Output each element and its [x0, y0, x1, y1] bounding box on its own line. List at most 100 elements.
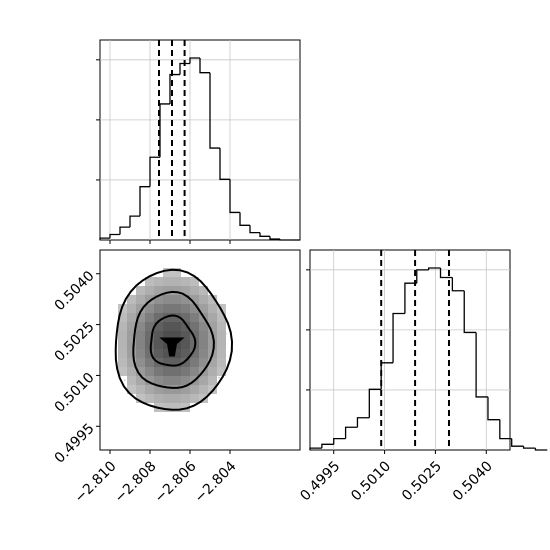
- top-hist-bin-15: [249, 225, 260, 234]
- density-cell: [208, 376, 217, 385]
- right-hist-bin-14: [475, 332, 488, 398]
- density-cell: [136, 376, 145, 385]
- density-ytick-label-1: 0.5010: [52, 370, 98, 416]
- density-cell: [154, 304, 163, 313]
- top-hist-bin-9: [189, 57, 200, 64]
- density-ytick-label-0: 0.4995: [52, 421, 98, 467]
- density-cell: [217, 358, 226, 367]
- density-cell: [145, 313, 154, 322]
- density-xtick-label-1: −2.808: [112, 458, 160, 506]
- density-cell: [190, 304, 199, 313]
- density-cell: [127, 367, 136, 376]
- density-cell: [145, 286, 154, 295]
- density-cell: [145, 385, 154, 394]
- density-cell: [199, 295, 208, 304]
- density-cell: [127, 322, 136, 331]
- density-cell: [163, 403, 172, 412]
- right-hist-bin-10: [427, 267, 441, 270]
- density-cell: [181, 376, 190, 385]
- density-cell: [190, 331, 199, 340]
- density-cell: [118, 349, 127, 358]
- density-cell: [136, 313, 145, 322]
- top-hist-bin-11: [209, 72, 220, 149]
- density-xtick-label-3: −2.804: [192, 458, 240, 506]
- density-cell: [172, 403, 181, 412]
- top-histogram-panel: [96, 39, 301, 244]
- density-cell: [163, 349, 172, 358]
- density-cell: [163, 277, 172, 286]
- density-cell: [217, 349, 226, 358]
- density-cell: [127, 358, 136, 367]
- density-cell: [154, 367, 163, 376]
- top-hist-bin-10: [199, 58, 210, 74]
- density-cell: [154, 286, 163, 295]
- top-hist-bin-14: [239, 212, 250, 226]
- density-cell: [181, 394, 190, 403]
- right-hist-xtick-label-2: 0.5025: [399, 458, 445, 504]
- density-cell: [118, 313, 127, 322]
- top-hist-bin-3: [129, 215, 140, 228]
- density-cell: [145, 376, 154, 385]
- density-cell: [199, 286, 208, 295]
- right-hist-bin-1: [321, 443, 334, 449]
- right-hist-bin-5: [368, 388, 382, 418]
- right-hist-frame: [309, 249, 511, 451]
- density-cell: [127, 376, 136, 385]
- density-cell: [190, 385, 199, 394]
- right-hist-bin-2: [333, 437, 346, 445]
- density-cell: [145, 367, 154, 376]
- density-cell: [145, 394, 154, 403]
- density-cell: [181, 322, 190, 331]
- density-cell: [172, 367, 181, 376]
- top-hist-bin-18: [279, 239, 290, 241]
- density-cell: [190, 358, 199, 367]
- right-hist-bin-7: [392, 312, 405, 363]
- density-cell: [181, 277, 190, 286]
- density-cell: [172, 385, 181, 394]
- density-cell: [208, 367, 217, 376]
- top-hist-bin-13: [229, 179, 240, 214]
- right-hist-quantiles: [380, 250, 450, 450]
- right-hist-bin-15: [487, 396, 500, 421]
- contour-middle: [132, 290, 215, 389]
- density-cell: [127, 385, 136, 394]
- top-hist-bin-2: [119, 226, 130, 235]
- density-cell: [172, 331, 181, 340]
- density-cell: [172, 277, 181, 286]
- contour-core: [159, 337, 185, 357]
- right-hist-xtick-label-3: 0.5040: [450, 458, 496, 504]
- top-hist-bin-16: [259, 232, 270, 237]
- density-cell: [154, 349, 163, 358]
- density-cell: [163, 376, 172, 385]
- top-hist-steps: [99, 57, 300, 241]
- density-cell: [199, 331, 208, 340]
- density-cell: [163, 385, 172, 394]
- density-cell: [154, 313, 163, 322]
- density-cell: [172, 286, 181, 295]
- density-cell: [199, 304, 208, 313]
- density-cell: [217, 313, 226, 322]
- density-cell: [118, 340, 127, 349]
- right-hist-bin-13: [463, 290, 477, 334]
- top-hist-bin-12: [219, 148, 230, 180]
- density-cell: [145, 349, 154, 358]
- density-xtick-label-0: −2.810: [72, 458, 120, 506]
- right-hist-bin-17: [511, 438, 524, 447]
- density-cell: [118, 322, 127, 331]
- density-cell: [181, 286, 190, 295]
- top-hist-bin-1: [109, 233, 120, 239]
- density-cell: [163, 304, 172, 313]
- density-cell: [145, 295, 154, 304]
- density-cell: [154, 376, 163, 385]
- top-hist-bin-5: [149, 156, 160, 187]
- density-cell: [163, 322, 172, 331]
- top-hist-ticks: [96, 59, 231, 244]
- density-cell: [208, 313, 217, 322]
- density-cell: [127, 313, 136, 322]
- density-cell: [199, 340, 208, 349]
- density-cell: [172, 268, 181, 277]
- density-cell: [190, 322, 199, 331]
- density-cell: [127, 349, 136, 358]
- right-hist-bin-3: [344, 426, 358, 439]
